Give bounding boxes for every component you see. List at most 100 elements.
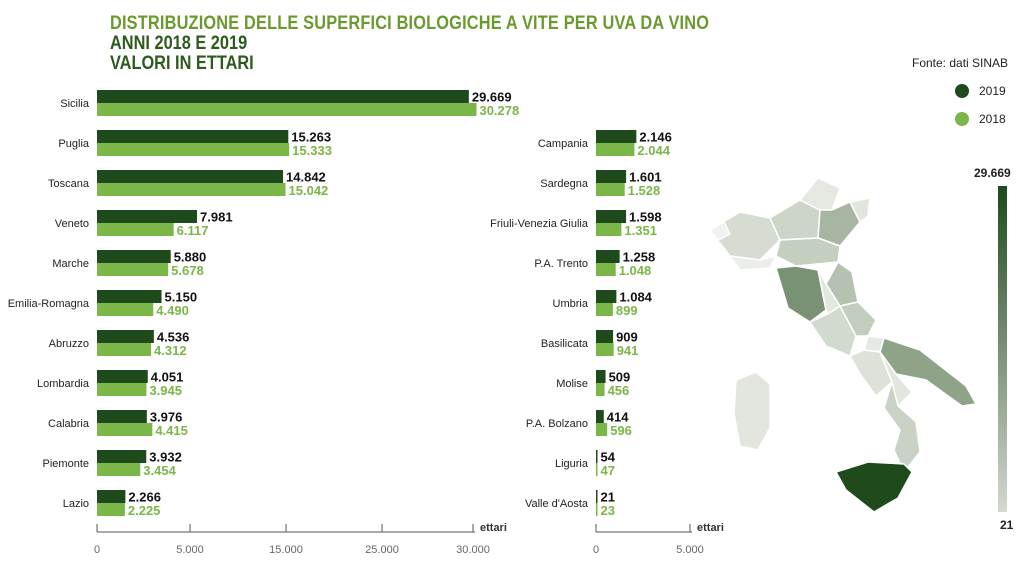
bar-2019-lazio xyxy=(97,490,126,503)
bar-2019-p-a-trento xyxy=(596,250,620,263)
x-tick-label-main-4: 30.000 xyxy=(456,544,490,556)
bar-2018-calabria xyxy=(97,423,153,436)
category-label-puglia: Puglia xyxy=(58,138,89,150)
category-label-lazio: Lazio xyxy=(63,498,89,510)
category-label-molise: Molise xyxy=(556,378,588,390)
category-label-liguria: Liguria xyxy=(555,458,589,470)
bar-2019-p-a-bolzano xyxy=(596,410,604,423)
data-label-2019-basilicata: 909 xyxy=(616,330,638,345)
data-label-2019-valle-d-aosta: 21 xyxy=(601,490,615,505)
category-label-calabria: Calabria xyxy=(48,418,90,430)
map-region-trentino xyxy=(798,177,841,211)
data-label-2019-lazio: 2.266 xyxy=(128,490,161,505)
category-label-friuli-venezia-giulia: Friuli-Venezia Giulia xyxy=(490,218,589,230)
data-label-2018-puglia: 15.333 xyxy=(292,143,332,158)
bar-2019-sicilia xyxy=(97,90,469,103)
data-label-2018-p-a-bolzano: 596 xyxy=(610,423,632,438)
bar-2019-puglia xyxy=(97,130,289,143)
data-label-2019-piemonte: 3.932 xyxy=(149,450,182,465)
bar-2018-sardegna xyxy=(596,183,625,196)
bar-2019-umbria xyxy=(596,290,617,303)
x-tick-label-small-0: 0 xyxy=(593,544,599,556)
category-label-piemonte: Piemonte xyxy=(43,458,89,470)
data-label-2018-toscana: 15.042 xyxy=(289,183,329,198)
bar-2019-veneto xyxy=(97,210,198,223)
category-label-marche: Marche xyxy=(52,258,89,270)
data-label-2019-sardegna: 1.601 xyxy=(629,170,662,185)
map-region-sardegna xyxy=(733,371,771,451)
data-label-2018-veneto: 6.117 xyxy=(177,223,209,238)
bar-2018-friuli-venezia-giulia xyxy=(596,223,622,236)
map-region-emilia xyxy=(775,237,841,267)
category-label-abruzzo: Abruzzo xyxy=(49,338,89,350)
data-label-2018-sicilia: 30.278 xyxy=(479,103,519,118)
bar-2018-abruzzo xyxy=(97,343,152,356)
source-note: Fonte: dati SINAB xyxy=(912,56,1009,70)
x-tick-label-small-1: 5.000 xyxy=(676,544,704,556)
map-region-friuli xyxy=(848,197,871,224)
map-region-liguria xyxy=(728,254,778,271)
x-axis-unit-small: ettari xyxy=(697,522,724,534)
bar-2019-basilicata xyxy=(596,330,614,343)
bar-2018-p-a-bolzano xyxy=(596,423,608,436)
data-label-2018-emilia-romagna: 4.490 xyxy=(156,303,189,318)
data-label-2019-sicilia: 29.669 xyxy=(472,90,512,105)
legend-item-2018: 2018 xyxy=(955,112,1006,126)
legend-label-2019: 2019 xyxy=(979,84,1006,98)
legend-swatch-2018 xyxy=(955,112,969,126)
data-label-2018-p-a-trento: 1.048 xyxy=(619,263,652,278)
bar-2019-lombardia xyxy=(97,370,148,383)
data-label-2018-valle-d-aosta: 23 xyxy=(601,503,615,518)
data-label-2018-sardegna: 1.528 xyxy=(628,183,661,198)
category-label-p-a-bolzano: P.A. Bolzano xyxy=(526,418,588,430)
bar-2018-molise xyxy=(596,383,605,396)
bar-2019-valle-d-aosta xyxy=(596,490,598,503)
data-label-2019-calabria: 3.976 xyxy=(150,410,183,425)
map-scale-max: 29.669 xyxy=(974,166,1011,180)
bar-2018-umbria xyxy=(596,303,613,316)
bar-2019-toscana xyxy=(97,170,284,183)
data-label-2018-friuli-venezia-giulia: 1.351 xyxy=(624,223,657,238)
data-label-2019-molise: 509 xyxy=(609,370,631,385)
category-label-sardegna: Sardegna xyxy=(540,178,589,190)
map-region-basilicata xyxy=(879,351,914,408)
bar-2019-emilia-romagna xyxy=(97,290,162,303)
map-scale-min: 21 xyxy=(1000,518,1014,532)
data-label-2019-puglia: 15.263 xyxy=(291,130,331,145)
bar-2018-marche xyxy=(97,263,169,276)
italy-map xyxy=(708,177,978,513)
bar-2018-lombardia xyxy=(97,383,147,396)
data-label-2018-basilicata: 941 xyxy=(617,343,639,358)
data-label-2019-liguria: 54 xyxy=(601,450,616,465)
data-label-2019-toscana: 14.842 xyxy=(286,170,326,185)
chart-subtitle-units: VALORI IN ETTARI xyxy=(110,53,254,74)
x-tick-label-main-1: 5.000 xyxy=(176,544,204,556)
category-label-valle-d-aosta: Valle d'Aosta xyxy=(525,498,589,510)
category-label-veneto: Veneto xyxy=(55,218,89,230)
bar-2018-toscana xyxy=(97,183,286,196)
map-region-abruzzo xyxy=(838,301,877,337)
category-label-toscana: Toscana xyxy=(48,178,90,190)
chart-title: DISTRIBUZIONE DELLE SUPERFICI BIOLOGICHE… xyxy=(110,13,710,34)
legend-item-2019: 2019 xyxy=(955,84,1006,98)
bar-2019-liguria xyxy=(596,450,598,463)
category-label-campania: Campania xyxy=(538,138,589,150)
data-label-2019-p-a-trento: 1.258 xyxy=(623,250,656,265)
bar-2019-calabria xyxy=(97,410,147,423)
data-label-2018-abruzzo: 4.312 xyxy=(154,343,187,358)
bar-2019-abruzzo xyxy=(97,330,154,343)
data-label-2019-p-a-bolzano: 414 xyxy=(607,410,629,425)
bar-2018-veneto xyxy=(97,223,174,236)
map-region-valle-aosta xyxy=(708,220,732,241)
data-label-2019-marche: 5.880 xyxy=(174,250,207,265)
x-axis-unit-main: ettari xyxy=(480,522,507,534)
data-label-2018-umbria: 899 xyxy=(616,303,638,318)
data-label-2019-lombardia: 4.051 xyxy=(151,370,184,385)
bar-2018-valle-d-aosta xyxy=(596,503,598,516)
bar-2019-sardegna xyxy=(596,170,627,183)
map-scale-gradient xyxy=(998,186,1007,512)
data-label-2019-abruzzo: 4.536 xyxy=(157,330,190,345)
legend-label-2018: 2018 xyxy=(979,112,1006,126)
data-label-2018-piemonte: 3.454 xyxy=(143,463,176,478)
data-label-2018-campania: 2.044 xyxy=(637,143,670,158)
